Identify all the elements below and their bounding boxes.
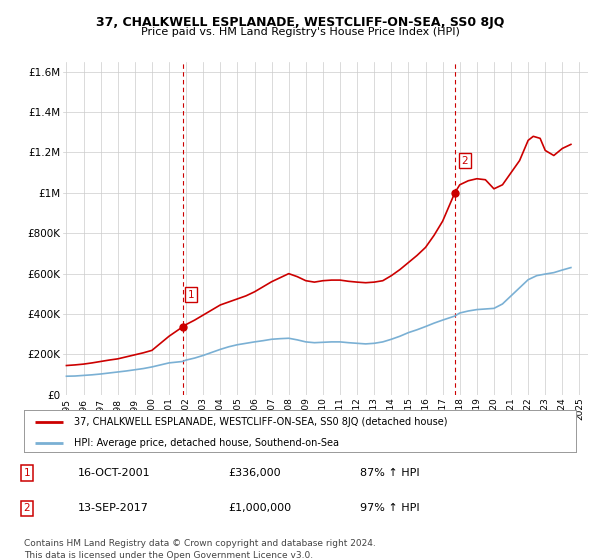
Text: 2: 2 [462, 156, 469, 166]
Text: 16-OCT-2001: 16-OCT-2001 [78, 468, 151, 478]
Text: 97% ↑ HPI: 97% ↑ HPI [360, 503, 419, 514]
Text: Contains HM Land Registry data © Crown copyright and database right 2024.
This d: Contains HM Land Registry data © Crown c… [24, 539, 376, 559]
Text: 13-SEP-2017: 13-SEP-2017 [78, 503, 149, 514]
Text: 37, CHALKWELL ESPLANADE, WESTCLIFF-ON-SEA, SS0 8JQ (detached house): 37, CHALKWELL ESPLANADE, WESTCLIFF-ON-SE… [74, 417, 447, 427]
Text: 1: 1 [23, 468, 31, 478]
Text: 1: 1 [188, 290, 194, 300]
Text: £336,000: £336,000 [228, 468, 281, 478]
Text: Price paid vs. HM Land Registry's House Price Index (HPI): Price paid vs. HM Land Registry's House … [140, 27, 460, 37]
Text: 37, CHALKWELL ESPLANADE, WESTCLIFF-ON-SEA, SS0 8JQ: 37, CHALKWELL ESPLANADE, WESTCLIFF-ON-SE… [96, 16, 504, 29]
Text: £1,000,000: £1,000,000 [228, 503, 291, 514]
Text: 87% ↑ HPI: 87% ↑ HPI [360, 468, 419, 478]
Text: HPI: Average price, detached house, Southend-on-Sea: HPI: Average price, detached house, Sout… [74, 438, 338, 447]
Text: 2: 2 [23, 503, 31, 514]
